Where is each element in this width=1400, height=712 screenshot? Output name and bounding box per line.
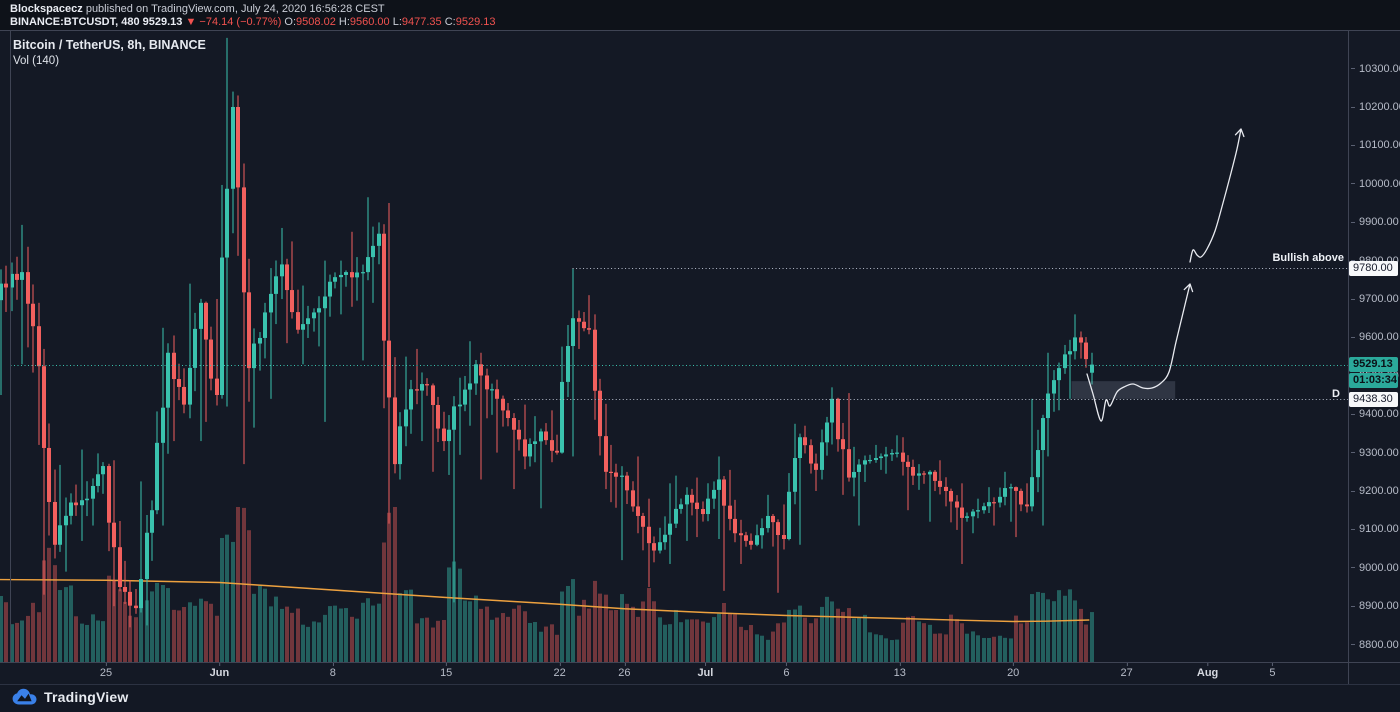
time-axis-month-label: Aug [1197, 663, 1218, 679]
level-price-tag-lower: 9438.30 [1349, 391, 1398, 407]
symbol-change: ▼ −74.14 (−0.77%) [185, 16, 282, 28]
price-tick-label: 9200.00 [1351, 484, 1399, 498]
footer-bar: TradingView [0, 685, 1400, 712]
time-axis-day-label: 22 [553, 663, 566, 679]
price-tick-label: 10000.00 [1351, 177, 1400, 191]
price-axis[interactable]: 8800.00 8900.00 9000.00 9100.00 9200.00 9300.… [1348, 31, 1400, 662]
level-price-tag-upper: 9780.00 [1349, 260, 1398, 276]
ohlc-close: C:9529.13 [444, 16, 496, 28]
price-tick-label: 9900.00 [1351, 215, 1399, 229]
time-axis-day-label: 13 [894, 663, 906, 679]
price-chart-canvas[interactable] [0, 31, 1348, 662]
price-tick-label: 8900.00 [1351, 599, 1399, 613]
time-axis-day-label: 8 [330, 663, 336, 679]
ohlc-low: L:9477.35 [392, 16, 442, 28]
time-axis-day-label: 20 [1007, 663, 1019, 679]
time-axis-day-label: 15 [440, 663, 452, 679]
byline: Blockspacecz published on TradingView.co… [10, 3, 385, 15]
price-tick-label: 8800.00 [1351, 638, 1399, 652]
time-axis-month-label: Jul [697, 663, 713, 679]
tradingview-cloud-icon [12, 688, 37, 705]
time-axis-day-label: 5 [1269, 663, 1275, 679]
tradingview-logo[interactable]: TradingView [12, 688, 128, 705]
author-name: Blockspacecz [10, 3, 83, 15]
price-tick-label: 10200.00 [1351, 100, 1400, 114]
publish-header: Blockspacecz published on TradingView.co… [0, 0, 1400, 30]
time-axis[interactable]: 25 Jun 8 15 22 26 Jul 6 13 20 27 Aug 5 [0, 662, 1400, 685]
price-tick-label: 9700.00 [1351, 292, 1399, 306]
price-tick-label: 9000.00 [1351, 561, 1399, 575]
ohlc-high: H:9560.00 [338, 16, 390, 28]
symbol-info-row: BINANCE:BTCUSDT, 480 9529.13 ▼ −74.14 (−… [10, 16, 495, 28]
time-axis-day-label: 6 [783, 663, 789, 679]
level-d-marker: D [1332, 388, 1340, 400]
price-tick-label: 9400.00 [1351, 407, 1399, 421]
time-axis-day-label: 27 [1120, 663, 1133, 679]
price-tick-label: 10300.00 [1351, 62, 1400, 76]
price-tick-label: 9600.00 [1351, 330, 1399, 344]
header-divider [0, 30, 1400, 31]
bullish-above-label: Bullish above [1272, 252, 1344, 264]
price-axis-border [1348, 31, 1349, 684]
symbol-last-price: 9529.13 [142, 16, 183, 28]
price-tick-label: 10100.00 [1351, 138, 1400, 152]
time-axis-month-label: Jun [210, 663, 229, 679]
symbol-name: BINANCE:BTCUSDT, 480 [10, 16, 140, 28]
price-tick-label: 9100.00 [1351, 522, 1399, 536]
time-axis-day-label: 26 [618, 663, 631, 679]
time-axis-bottom-border [0, 684, 1400, 685]
last-price-tag: 9529.13 [1349, 357, 1398, 373]
brand-name: TradingView [44, 688, 129, 705]
time-axis-day-label: 25 [100, 663, 112, 679]
bar-countdown-tag: 01:03:34 [1349, 373, 1398, 389]
ohlc-open: O:9508.02 [284, 16, 336, 28]
price-tick-label: 9300.00 [1351, 446, 1399, 460]
byline-text: published on TradingView.com, July 24, 2… [82, 3, 385, 15]
